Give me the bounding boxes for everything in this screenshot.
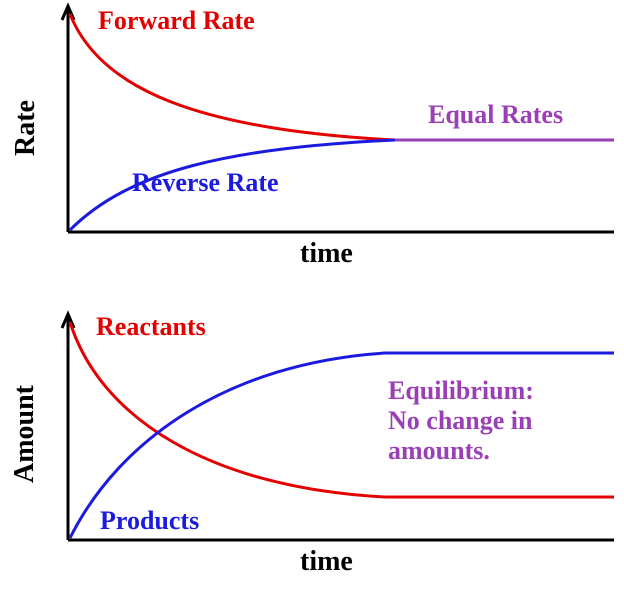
rate-xlabel: time (300, 238, 353, 270)
amount-vs-time-chart: Amount time Reactants Products Equilibri… (0, 308, 624, 608)
forward-rate-label: Forward Rate (98, 6, 255, 36)
equilibrium-label-line1: Equilibrium: (388, 376, 534, 406)
equilibrium-label-line2: No change in (388, 406, 534, 436)
rate-ylabel: Rate (10, 100, 42, 156)
rate-vs-time-chart: Rate time Forward Rate Reverse Rate Equa… (0, 0, 624, 300)
amount-xlabel: time (300, 546, 353, 578)
equilibrium-label: Equilibrium: No change in amounts. (388, 376, 534, 466)
equilibrium-label-line3: amounts. (388, 436, 534, 466)
reactants-label: Reactants (96, 312, 206, 342)
equal-rates-label: Equal Rates (428, 100, 563, 130)
products-label: Products (100, 506, 199, 536)
reverse-rate-label: Reverse Rate (132, 168, 279, 198)
rate-chart-svg (0, 0, 624, 270)
amount-ylabel: Amount (9, 385, 41, 483)
